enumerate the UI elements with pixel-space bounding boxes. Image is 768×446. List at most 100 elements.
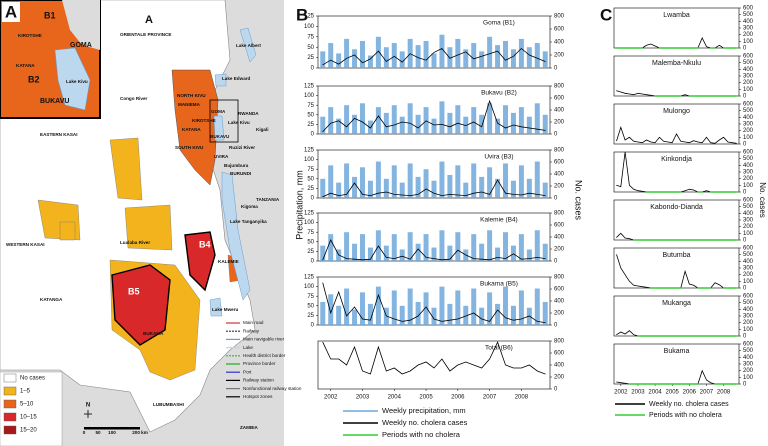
precip-bar — [518, 38, 524, 68]
map-label: B1 — [44, 10, 56, 20]
precip-bar — [479, 176, 485, 198]
chart-title: Malemba-Nkulu — [652, 60, 701, 67]
precip-bar — [518, 107, 524, 134]
precip-bar — [415, 243, 421, 261]
tick-label: 0 — [554, 259, 558, 265]
tick-label: 500 — [743, 60, 754, 66]
map-label: RWANDA — [238, 111, 259, 116]
inset-lake — [54, 47, 91, 111]
key-label: Nonfunctional railway station — [243, 386, 302, 391]
precip-bar — [367, 303, 373, 325]
key-label: Port — [243, 369, 252, 374]
hotspot-b4 — [184, 231, 216, 292]
precip-bar — [503, 163, 509, 198]
panel-label: A — [5, 2, 17, 21]
tick-label: 0 — [311, 323, 315, 329]
tick-label: 400 — [743, 307, 754, 313]
precip-bar — [328, 294, 334, 325]
tick-label: 600 — [743, 198, 754, 204]
tick-label: 600 — [743, 54, 754, 60]
precip-bar — [415, 301, 421, 325]
scale-bar — [84, 427, 140, 430]
precip-bar — [510, 305, 516, 325]
map-label: EASTERN KASAI — [40, 132, 78, 137]
tick-label: 400 — [743, 211, 754, 217]
tick-label: 100 — [304, 284, 315, 290]
precip-bar — [328, 234, 334, 261]
map-label: NORTH KIVU — [177, 93, 206, 98]
tick-label: 100 — [304, 24, 315, 30]
tick-label: 75 — [307, 103, 314, 109]
precip-bar — [487, 103, 493, 134]
precip-bar — [344, 288, 350, 325]
key-label: Railway station — [243, 378, 274, 383]
kivu-zone — [171, 69, 219, 186]
precip-bar — [455, 38, 461, 68]
tick-label: 400 — [743, 19, 754, 25]
precip-bar — [495, 303, 501, 325]
scale-label: 0 — [83, 430, 86, 435]
precip-bar — [423, 292, 429, 325]
map-label: KIROTSHE — [192, 118, 216, 123]
legend-label: Periods with no cholera — [382, 430, 461, 439]
x-tick-label: 2002 — [324, 395, 338, 401]
precip-bar — [407, 288, 413, 325]
y-axis-label: No. cases — [758, 182, 767, 218]
map-label: Lualaba River — [120, 240, 150, 245]
scale-label: 200 km — [132, 430, 148, 435]
tick-label: 400 — [554, 108, 565, 114]
tick-label: 0 — [743, 94, 747, 100]
precip-bar — [407, 163, 413, 198]
precip-bar — [479, 51, 485, 68]
map-label: SOUTH KIVU — [175, 145, 204, 150]
tick-label: 600 — [743, 150, 754, 156]
scale-label: 50 — [95, 430, 101, 435]
precip-bar — [503, 232, 509, 261]
tick-label: 300 — [743, 170, 754, 176]
precip-bar — [415, 176, 421, 198]
lake — [213, 115, 225, 141]
precip-bar — [415, 45, 421, 68]
label-box — [2, 2, 20, 22]
precip-bar — [495, 247, 501, 261]
y-axis-label: Precipitation, mm — [294, 170, 304, 240]
legend-label: 1–5 — [20, 389, 31, 395]
map-label: Lake Kivu — [228, 120, 250, 125]
case-legend-box — [0, 371, 63, 446]
precip-bar — [359, 167, 365, 198]
precip-bar — [320, 51, 326, 68]
precip-bar — [447, 303, 453, 325]
precip-bar — [463, 49, 469, 68]
tick-label: 300 — [743, 26, 754, 32]
lake — [221, 171, 251, 301]
tick-label: 600 — [554, 223, 565, 229]
tick-label: 800 — [554, 275, 565, 281]
precip-bar — [455, 290, 461, 325]
precip-bar — [510, 49, 516, 68]
map-label: Lake Mweru — [212, 307, 238, 312]
precip-bar — [336, 305, 342, 325]
precip-bar — [534, 43, 540, 68]
precip-bar — [431, 53, 437, 68]
map-panel: A B1 KIROTSHE GOMA KATANA B2 Lake Kivu B… — [0, 0, 302, 446]
tick-label: 50 — [307, 239, 314, 245]
key-label: Health district border — [243, 353, 286, 358]
precip-bar — [534, 161, 540, 198]
precip-bar — [479, 307, 485, 325]
precip-bar — [431, 307, 437, 325]
chart-title: Kalemie (B4) — [480, 217, 518, 224]
precip-bar — [423, 234, 429, 261]
lake — [214, 73, 227, 87]
x-tick-label: 2004 — [388, 395, 402, 401]
tick-label: 0 — [554, 387, 558, 393]
tick-label: 600 — [554, 96, 565, 102]
precip-bar — [518, 234, 524, 261]
chart-title: Kabondo-Dianda — [650, 204, 703, 211]
tick-label: 200 — [743, 128, 754, 134]
zone — [59, 221, 76, 241]
precip-bar — [399, 305, 405, 325]
tick-label: 200 — [554, 120, 565, 126]
tick-label: 0 — [311, 66, 315, 72]
legend-label: No cases — [20, 376, 45, 382]
series-line — [322, 179, 546, 198]
